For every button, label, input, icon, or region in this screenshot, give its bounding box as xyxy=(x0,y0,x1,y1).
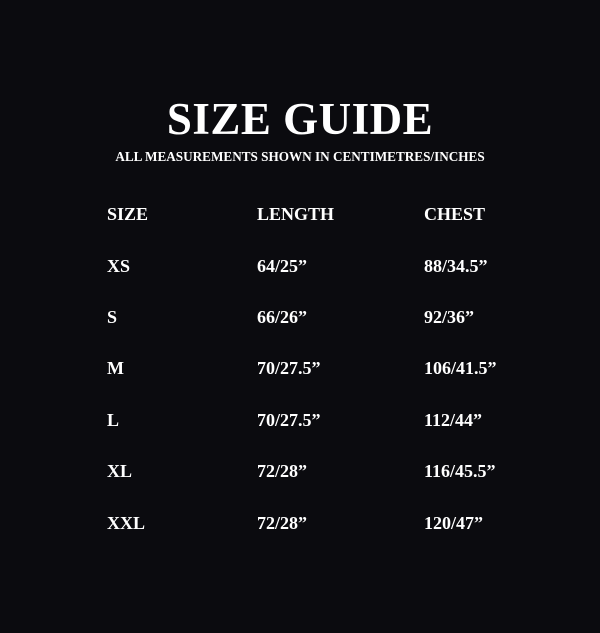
page-title: SIZE GUIDE xyxy=(166,94,434,144)
table-cell-length: 72/28” xyxy=(257,461,308,481)
table-cell-size: XXL xyxy=(107,513,146,533)
table-cell-chest: 88/34.5” xyxy=(424,256,488,276)
table-cell-chest: 112/44” xyxy=(424,410,483,430)
table-cell-size: L xyxy=(107,410,120,430)
column-header-size: SIZE xyxy=(107,204,149,224)
table-cell-size: XL xyxy=(107,461,133,481)
table-cell-size: S xyxy=(107,307,118,327)
column-header-chest: CHEST xyxy=(424,204,486,224)
table-cell-length: 72/28” xyxy=(257,513,308,533)
table-cell-length: 70/27.5” xyxy=(257,358,321,378)
table-cell-size: M xyxy=(107,358,124,378)
table-cell-chest: 120/47” xyxy=(424,513,484,533)
table-cell-chest: 116/45.5” xyxy=(424,461,496,481)
table-cell-size: XS xyxy=(107,256,131,276)
column-header-length: LENGTH xyxy=(257,204,335,224)
table-cell-length: 64/25” xyxy=(257,256,308,276)
table-cell-chest: 106/41.5” xyxy=(424,358,497,378)
table-cell-chest: 92/36” xyxy=(424,307,475,327)
table-cell-length: 66/26” xyxy=(257,307,308,327)
table-cell-length: 70/27.5” xyxy=(257,410,321,430)
subtitle: ALL MEASUREMENTS SHOWN IN CENTIMETRES/IN… xyxy=(115,149,485,164)
